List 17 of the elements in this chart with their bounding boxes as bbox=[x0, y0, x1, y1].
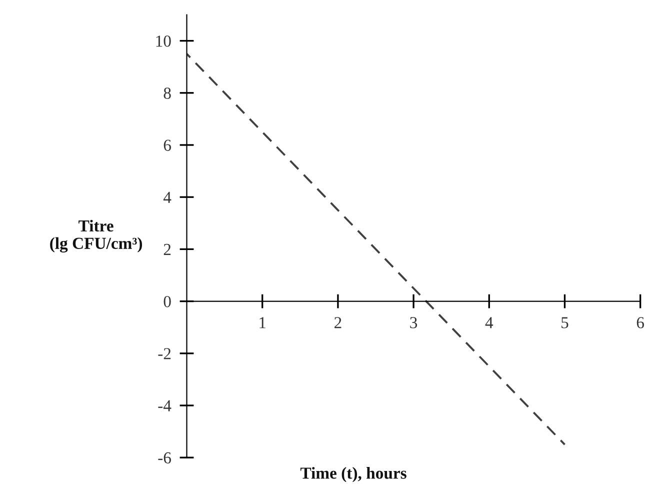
x-tick-label: 2 bbox=[334, 317, 342, 328]
y-tick-label: 6 bbox=[164, 140, 171, 151]
x-tick-label: 6 bbox=[636, 317, 644, 328]
x-axis-title: Time (t), hours bbox=[300, 467, 406, 482]
x-tick-label: 3 bbox=[410, 317, 418, 328]
y-tick-label: -4 bbox=[158, 400, 172, 412]
y-tick-label: 10 bbox=[156, 36, 171, 47]
y-tick-label: -2 bbox=[158, 348, 171, 360]
x-tick-label: 1 bbox=[260, 317, 266, 328]
y-tick-label: -6 bbox=[158, 452, 171, 464]
x-tick-label: 5 bbox=[562, 317, 568, 328]
y-tick-label: 2 bbox=[164, 244, 171, 255]
y-tick-label: 8 bbox=[164, 88, 171, 99]
y-tick-label: 0 bbox=[164, 296, 171, 308]
x-tick-label: 4 bbox=[485, 317, 494, 328]
y-tick-label: 4 bbox=[163, 192, 172, 203]
y-axis-title: Titre (lg CFU/cm³) bbox=[50, 220, 142, 252]
